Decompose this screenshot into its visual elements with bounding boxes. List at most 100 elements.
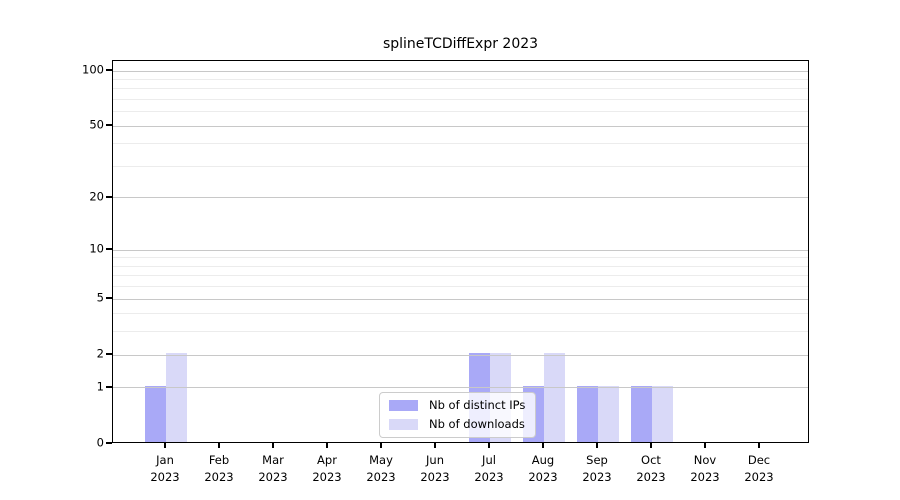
x-tick-mark [380,443,382,448]
x-tick-mark [164,443,166,448]
x-tick-year: 2023 [744,469,774,484]
gridline-major [113,197,808,199]
x-tick-month: Apr [317,453,337,467]
bar-downloads-oct [652,385,673,442]
x-tick-year: 2023 [204,469,234,484]
y-tick-label: 5 [96,290,104,305]
x-tick-year: 2023 [474,469,504,484]
x-tick-label-jul: Jul 2023 [457,452,521,485]
x-tick-year: 2023 [528,469,558,484]
gridline-minor [113,143,808,145]
legend-label: Nb of downloads [429,417,525,431]
gridline-minor [113,257,808,259]
gridline-major [113,298,808,300]
y-tick-mark [106,124,112,126]
gridline-minor [113,165,808,167]
x-tick-month: Nov [693,453,717,467]
gridline-minor [113,98,808,100]
x-tick-label-apr: Apr 2023 [295,452,359,485]
y-tick-label: 20 [89,189,104,204]
y-tick-mark [106,196,112,198]
x-tick-year: 2023 [312,469,342,484]
bar-downloads-aug [544,353,565,442]
x-tick-mark [704,443,706,448]
y-tick-label: 10 [89,241,104,256]
x-tick-mark [596,443,598,448]
x-tick-mark [434,443,436,448]
x-tick-year: 2023 [366,469,396,484]
y-tick-mark [106,353,112,355]
y-tick-mark [106,297,112,299]
x-tick-month: Aug [531,453,555,467]
x-tick-month: Jan [156,453,174,467]
x-tick-month: Dec [747,453,771,467]
gridline-minor [113,331,808,333]
legend-swatch [389,399,418,411]
x-tick-label-jan: Jan 2023 [133,452,197,485]
bar-downloads-sep [598,385,619,442]
x-tick-label-nov: Nov 2023 [673,452,737,485]
gridline-major [113,70,808,72]
x-tick-label-oct: Oct 2023 [619,452,683,485]
y-tick-mark [106,386,112,388]
x-tick-month: Sep [586,453,608,467]
plot-area: Nb of distinct IPs Nb of downloads [112,60,809,443]
legend-item: Nb of downloads [389,417,525,431]
y-tick-label: 2 [96,346,104,361]
legend-label: Nb of distinct IPs [429,398,526,412]
x-tick-mark [218,443,220,448]
x-tick-label-dec: Dec 2023 [727,452,791,485]
x-tick-year: 2023 [636,469,666,484]
gridline-major [113,354,808,356]
gridline-minor [113,111,808,113]
x-tick-month: Jul [482,453,496,467]
bar-ips-oct [631,385,652,442]
legend-item: Nb of distinct IPs [389,398,525,412]
y-tick-label: 100 [82,62,104,77]
gridline-major [113,125,808,127]
x-tick-year: 2023 [420,469,450,484]
x-tick-month: Mar [262,453,284,467]
x-tick-label-sep: Sep 2023 [565,452,629,485]
bar-downloads-jan [166,353,187,442]
y-tick-mark [106,69,112,71]
y-tick-label: 50 [89,117,104,132]
x-tick-year: 2023 [150,469,180,484]
x-tick-label-mar: Mar 2023 [241,452,305,485]
x-tick-label-feb: Feb 2023 [187,452,251,485]
x-tick-month: Feb [208,453,230,467]
gridline-major [113,249,808,251]
bar-ips-sep [577,385,598,442]
legend: Nb of distinct IPs Nb of downloads [379,392,537,438]
x-tick-year: 2023 [690,469,720,484]
x-tick-mark [272,443,274,448]
x-tick-label-may: May 2023 [349,452,413,485]
x-tick-mark [542,443,544,448]
gridline-major [113,387,808,389]
x-tick-label-jun: Jun 2023 [403,452,467,485]
legend-swatch [389,418,418,430]
x-tick-month: Oct [641,453,661,467]
x-tick-mark [488,443,490,448]
y-tick-label: 0 [96,435,104,450]
x-tick-year: 2023 [258,469,288,484]
gridline-minor [113,265,808,267]
x-tick-mark [758,443,760,448]
x-tick-mark [650,443,652,448]
gridline-minor [113,275,808,277]
gridline-minor [113,313,808,315]
x-tick-mark [326,443,328,448]
chart-title: splineTCDiffExpr 2023 [382,36,539,52]
gridline-minor [113,78,808,80]
y-tick-mark [106,442,112,444]
x-tick-label-aug: Aug 2023 [511,452,575,485]
x-tick-month: May [369,453,393,467]
x-tick-month: Jun [426,453,444,467]
bar-ips-jan [145,385,166,442]
gridline-minor [113,88,808,90]
y-tick-label: 1 [96,379,104,394]
x-tick-year: 2023 [582,469,612,484]
gridline-minor [113,286,808,288]
y-tick-mark [106,248,112,250]
